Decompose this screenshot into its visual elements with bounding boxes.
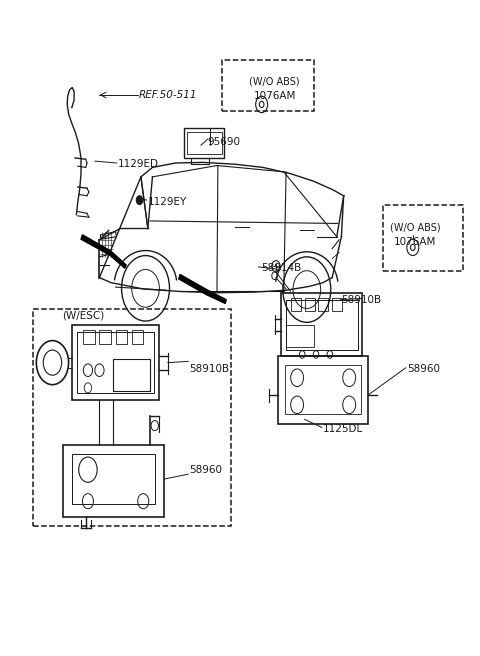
Bar	[278, 356, 368, 424]
Bar	[286, 325, 314, 347]
Bar	[116, 330, 127, 344]
Text: 58960: 58960	[407, 364, 440, 374]
Bar	[99, 330, 111, 344]
Bar	[72, 454, 155, 504]
Bar	[304, 298, 315, 311]
Bar	[222, 60, 314, 111]
Bar	[184, 128, 224, 158]
Text: 58910B: 58910B	[189, 364, 229, 374]
Text: 1125DL: 1125DL	[323, 424, 363, 434]
Text: REF.50-511: REF.50-511	[139, 90, 197, 100]
Text: (W/ESC): (W/ESC)	[62, 310, 105, 320]
Text: (W/O ABS): (W/O ABS)	[249, 76, 300, 86]
Text: 58960: 58960	[189, 464, 222, 475]
Bar	[113, 359, 150, 391]
Bar	[332, 298, 342, 311]
Bar	[318, 298, 328, 311]
Text: 1129EY: 1129EY	[148, 197, 187, 207]
Circle shape	[136, 195, 143, 205]
Bar	[84, 330, 95, 344]
Text: 58914B: 58914B	[261, 263, 301, 273]
Polygon shape	[81, 235, 126, 268]
Bar	[33, 309, 231, 526]
Text: 1076AM: 1076AM	[394, 237, 436, 247]
Bar	[62, 445, 164, 517]
Text: 58910B: 58910B	[341, 295, 382, 304]
Bar	[286, 300, 358, 350]
Bar	[383, 205, 464, 272]
Text: (W/O ABS): (W/O ABS)	[390, 222, 441, 232]
Bar	[291, 298, 301, 311]
Bar	[77, 333, 154, 393]
Bar	[285, 365, 361, 415]
Bar	[72, 325, 159, 400]
Bar	[187, 131, 222, 154]
Text: 1129ED: 1129ED	[118, 159, 159, 169]
Bar	[132, 330, 143, 344]
Text: 1076AM: 1076AM	[253, 91, 296, 101]
Bar	[281, 293, 362, 356]
Polygon shape	[179, 274, 226, 304]
Text: 95690: 95690	[208, 137, 241, 147]
